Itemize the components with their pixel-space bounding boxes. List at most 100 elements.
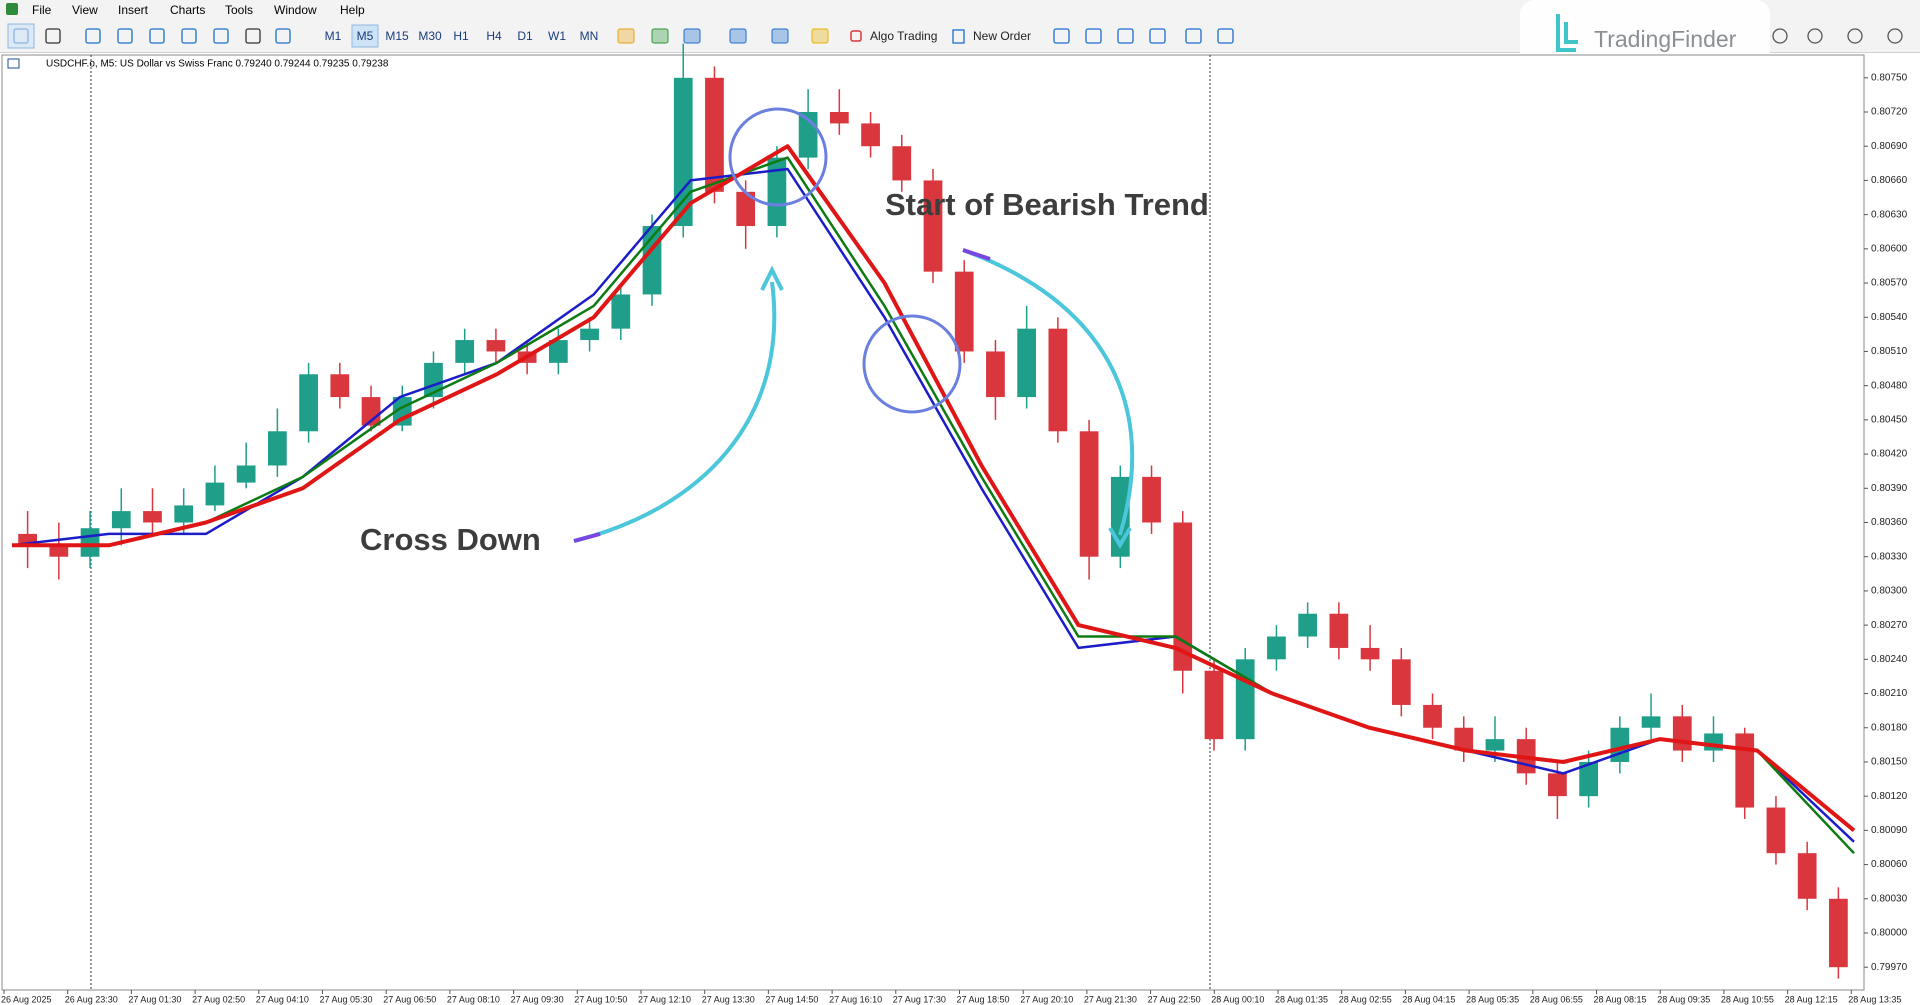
x-tick-label: 27 Aug 21:30 (1084, 994, 1137, 1004)
tool-button[interactable] (1085, 28, 1102, 44)
tool-button[interactable] (1185, 28, 1202, 44)
tool-button[interactable] (181, 28, 197, 44)
y-tick-label: 0.80300 (1871, 586, 1908, 597)
x-tick-label: 28 Aug 12:15 (1785, 994, 1838, 1004)
y-tick-label: 0.80000 (1871, 928, 1908, 939)
candle-body (1704, 733, 1723, 751)
x-tick-label: 27 Aug 13:30 (702, 994, 755, 1004)
x-tick-label: 28 Aug 09:35 (1657, 994, 1710, 1004)
new-order-button[interactable]: New Order (973, 29, 1031, 43)
candle-body (1454, 727, 1474, 751)
timeframe-button[interactable]: W1 (548, 29, 566, 43)
candle-body (330, 374, 350, 398)
menu-item[interactable]: Window (274, 3, 317, 17)
menu-item[interactable]: Insert (118, 3, 149, 17)
tool-button[interactable] (729, 28, 747, 44)
candle-body (486, 340, 506, 352)
arrow (962, 248, 1135, 536)
candle-body (1610, 727, 1630, 762)
candle-body (1548, 773, 1567, 797)
candle-body (548, 340, 568, 363)
candle-body (1110, 476, 1130, 557)
candle-body (517, 351, 537, 363)
candle-body (1204, 670, 1224, 740)
order-icon (952, 29, 965, 44)
candle-body (986, 351, 1005, 398)
tool-button[interactable] (1847, 28, 1863, 44)
timeframe-button[interactable]: H1 (453, 29, 469, 43)
candle-body (1391, 659, 1411, 705)
tool-button[interactable] (45, 28, 61, 44)
menu-item[interactable]: Help (340, 3, 365, 17)
y-tick-label: 0.80660 (1871, 175, 1908, 186)
tool-button[interactable] (1807, 28, 1823, 44)
y-tick-label: 0.80570 (1871, 278, 1908, 289)
x-tick-label: 27 Aug 06:50 (383, 994, 436, 1004)
chart-frame (1, 54, 1865, 991)
y-tick-label: 0.80240 (1871, 654, 1908, 665)
arrow-tail (573, 532, 601, 543)
candle-body (642, 226, 662, 295)
candle-body (1735, 733, 1755, 808)
tool-button[interactable] (771, 28, 789, 44)
x-tick-label: 28 Aug 13:35 (1848, 994, 1901, 1004)
x-tick-label: 27 Aug 08:10 (447, 994, 500, 1004)
cross-circle (862, 314, 962, 414)
y-tick-label: 0.80480 (1871, 380, 1908, 391)
timeframe-button[interactable]: M30 (418, 29, 442, 43)
tool-button[interactable] (651, 28, 669, 44)
x-tick-label: 27 Aug 01:30 (128, 994, 181, 1004)
tool-button[interactable] (683, 28, 701, 44)
moving-average (12, 144, 1856, 832)
candle-body (1797, 853, 1817, 899)
tool-button[interactable] (275, 28, 291, 44)
candle-body (424, 362, 443, 398)
tool-button[interactable] (1772, 28, 1788, 44)
menu-item[interactable]: File (32, 3, 52, 17)
x-tick-label: 27 Aug 20:10 (1020, 994, 1073, 1004)
candle-body (1360, 647, 1380, 660)
cross-circle (728, 107, 828, 207)
tool-button[interactable] (85, 28, 101, 44)
arrow-head (1108, 526, 1132, 549)
algo-trading-button[interactable]: Algo Trading (870, 29, 937, 43)
tool-button[interactable] (617, 28, 635, 44)
timeframe-button[interactable]: MN (580, 29, 599, 43)
y-tick-label: 0.80060 (1871, 859, 1908, 870)
x-tick-label: 28 Aug 04:15 (1402, 994, 1455, 1004)
timeframe-button[interactable]: H4 (486, 29, 502, 43)
candle-body (1329, 613, 1349, 648)
menu-item[interactable]: Tools (225, 3, 254, 17)
timeframe-button[interactable]: M15 (385, 29, 409, 43)
candle-body (455, 340, 475, 363)
y-tick-label: 0.80600 (1871, 243, 1908, 254)
candle-body (580, 328, 599, 341)
candle-body (1579, 761, 1598, 797)
y-tick-label: 0.80210 (1871, 688, 1908, 699)
x-tick-label: 26 Aug 23:30 (65, 994, 118, 1004)
tool-button[interactable] (245, 28, 261, 44)
tool-button[interactable] (1149, 28, 1166, 44)
candle-body (111, 511, 131, 529)
x-tick-label: 27 Aug 22:50 (1148, 994, 1201, 1004)
x-tick-label: 27 Aug 12:10 (638, 994, 691, 1004)
tool-button[interactable] (1053, 28, 1070, 44)
y-tick-label: 0.80150 (1871, 757, 1908, 768)
menu-item[interactable]: View (72, 3, 98, 17)
tool-button[interactable] (1117, 28, 1134, 44)
timeframe-button[interactable]: M1 (325, 29, 342, 43)
timeframe-button[interactable]: D1 (517, 29, 533, 43)
tool-button[interactable] (213, 28, 229, 44)
candle-body (1298, 613, 1318, 637)
y-tick-label: 0.80180 (1871, 722, 1908, 733)
candle-body (18, 533, 37, 546)
tool-button[interactable] (1217, 28, 1234, 44)
y-tick-label: 0.80120 (1871, 791, 1908, 802)
timeframe-button[interactable]: M5 (357, 29, 374, 43)
tool-button[interactable] (149, 28, 165, 44)
tool-button[interactable] (1887, 28, 1903, 44)
tool-button[interactable] (117, 28, 133, 44)
menu-item[interactable]: Charts (170, 3, 206, 17)
tool-button[interactable] (811, 28, 829, 44)
